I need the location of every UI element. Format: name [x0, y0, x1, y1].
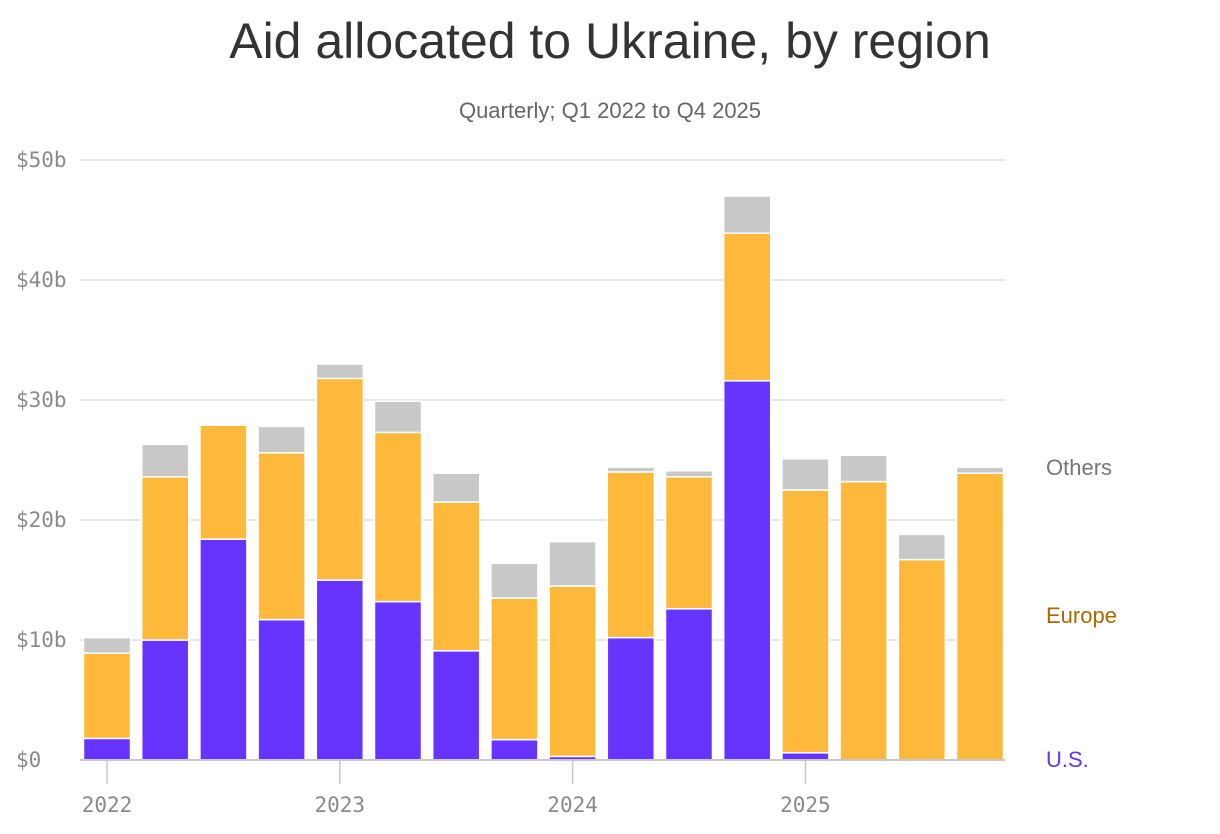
bar-segment-europe: [664, 476, 714, 610]
y-tick-label: $50b: [16, 148, 67, 172]
bar-segment-us: [315, 579, 365, 761]
bar-segment-others: [664, 470, 714, 478]
bar-segment-europe: [897, 558, 947, 761]
x-tick-label: 2024: [547, 793, 598, 817]
bar-segment-europe: [257, 452, 306, 621]
x-axis: 2022 2023 2024 2025: [80, 759, 1005, 817]
legend-label-others: Others: [1046, 455, 1112, 480]
bar-segment-others: [897, 533, 947, 561]
bar-segment-europe: [373, 431, 423, 603]
bar-segment-others: [315, 363, 365, 380]
bar-segment-europe: [781, 489, 830, 754]
bar-segment-others: [257, 425, 306, 454]
bars: [82, 195, 1005, 761]
bar-segment-europe: [548, 585, 597, 758]
bar-segment-others: [548, 540, 597, 587]
bar-segment-us: [781, 752, 830, 761]
bar-segment-others: [373, 400, 423, 434]
bar-segment-us: [82, 737, 132, 761]
bar-segment-us: [606, 636, 656, 761]
legend-label-europe: Europe: [1046, 603, 1117, 628]
x-tick-label: 2023: [315, 793, 366, 817]
bar-segment-europe: [606, 471, 656, 639]
legend-label-us: U.S.: [1046, 747, 1089, 772]
bar-segment-others: [82, 636, 132, 654]
chart-title: Aid allocated to Ukraine, by region: [229, 13, 991, 69]
bar-segment-us: [722, 380, 772, 761]
bar-segment-us: [664, 608, 714, 761]
bar-segment-others: [722, 195, 772, 234]
bar-segment-others: [140, 443, 190, 478]
bar-segment-others: [955, 466, 1005, 474]
y-tick-label: $40b: [16, 268, 67, 292]
bar-segment-others: [431, 472, 481, 503]
bar-segment-us: [257, 618, 306, 761]
chart-subtitle: Quarterly; Q1 2022 to Q4 2025: [458, 98, 762, 123]
bar-segment-europe: [315, 377, 365, 581]
bar-segment-europe: [839, 480, 888, 761]
bar-segment-us: [490, 738, 539, 761]
bar-segment-us: [199, 538, 248, 761]
bar-segment-europe: [199, 424, 248, 540]
bar-segment-us: [431, 650, 481, 761]
y-axis-tick-labels: $0 $10b $20b $30b $40b $50b: [16, 148, 67, 772]
y-tick-label: $0: [16, 748, 41, 772]
bar-segment-europe: [955, 472, 1005, 761]
bar-segment-us: [140, 639, 190, 761]
y-tick-label: $10b: [16, 628, 67, 652]
bar-segment-others: [839, 454, 888, 483]
bar-segment-europe: [140, 476, 190, 641]
bar-segment-us: [373, 600, 423, 761]
bar-segment-others: [490, 562, 539, 599]
bar-segment-europe: [431, 501, 481, 652]
x-tick-label: 2025: [780, 793, 831, 817]
legend: Others Europe U.S.: [1046, 455, 1117, 772]
y-tick-label: $30b: [16, 388, 67, 412]
x-tick-label: 2022: [82, 793, 133, 817]
bar-segment-europe: [490, 597, 539, 741]
bar-segment-others: [606, 466, 656, 473]
bar-segment-others: [781, 458, 830, 491]
bar-segment-europe: [82, 652, 132, 740]
y-tick-label: $20b: [16, 508, 67, 532]
bar-segment-europe: [722, 232, 772, 382]
